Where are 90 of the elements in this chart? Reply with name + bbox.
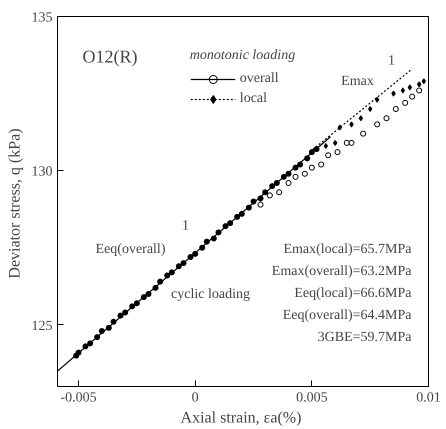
point	[292, 174, 298, 180]
point	[106, 324, 112, 331]
point	[157, 278, 164, 285]
point	[286, 170, 292, 177]
point	[176, 263, 182, 270]
point	[325, 152, 332, 158]
y-tick-label: 125	[32, 318, 52, 334]
point	[292, 164, 298, 171]
point	[216, 229, 222, 236]
point	[258, 195, 264, 202]
annotation: Eeq(local)=66.6MPa	[294, 286, 412, 301]
legend-title: monotonic loading	[190, 48, 296, 64]
point	[87, 340, 94, 346]
x-tick-label: 0	[192, 390, 199, 406]
y-axis-title: Deviator stress, q (kPa)	[6, 128, 24, 279]
annotation: 3GBE=59.7MPa	[318, 330, 412, 345]
point	[276, 189, 282, 196]
point	[118, 312, 124, 319]
annotation: Emax	[341, 74, 374, 89]
point	[286, 180, 292, 186]
point	[199, 244, 206, 251]
point	[110, 318, 116, 325]
point	[94, 334, 100, 340]
point	[349, 121, 354, 128]
point	[129, 303, 136, 310]
y-tick-label: 135	[32, 10, 52, 26]
point	[234, 214, 240, 220]
point	[269, 183, 276, 190]
point	[392, 106, 399, 112]
point	[180, 260, 186, 266]
point	[360, 130, 366, 137]
point	[227, 220, 234, 226]
point	[334, 149, 340, 156]
point	[391, 90, 396, 97]
point	[258, 202, 264, 208]
point	[164, 272, 170, 278]
annotation: 1	[388, 54, 395, 68]
point	[384, 115, 390, 122]
point	[402, 100, 408, 106]
point	[168, 269, 175, 276]
point	[76, 350, 82, 356]
point	[274, 180, 280, 186]
point	[416, 88, 422, 94]
point	[308, 149, 315, 156]
legend-label: local	[240, 91, 268, 107]
point	[348, 140, 354, 146]
point	[409, 94, 416, 100]
annotation: Eeq(overall)=64.4MPa	[282, 308, 412, 323]
point	[314, 146, 320, 152]
annotation: 1	[182, 218, 189, 234]
y-tick-label: 130	[32, 164, 52, 180]
point	[238, 210, 245, 217]
point	[122, 310, 128, 316]
point	[222, 223, 228, 230]
x-axis-title: Axial strain, εa(%)	[180, 410, 302, 426]
point	[246, 204, 252, 211]
x-tick-label: 0.01	[416, 390, 441, 406]
point	[338, 124, 342, 130]
point	[262, 189, 268, 196]
point	[280, 174, 287, 180]
point	[304, 155, 310, 162]
x-tick-label: 0.005	[296, 390, 328, 406]
point	[250, 198, 256, 204]
point	[266, 192, 273, 198]
point	[302, 170, 308, 177]
point	[368, 106, 372, 112]
annotation: Eeq(overall)	[96, 242, 166, 257]
point	[400, 88, 405, 94]
point	[297, 162, 304, 168]
point	[146, 291, 152, 297]
annotation: Emax(overall)=63.2MPa	[272, 264, 412, 279]
legend-label: overall	[240, 71, 279, 87]
x-tick-label: -0.005	[60, 390, 97, 406]
point	[324, 143, 328, 149]
annotation: cyclic loading	[171, 287, 250, 302]
point	[204, 238, 210, 245]
point	[134, 300, 140, 306]
point	[374, 121, 380, 128]
text: O12(R)	[82, 46, 138, 66]
point	[210, 236, 217, 242]
point	[82, 343, 88, 350]
point	[140, 294, 147, 300]
annotation: Emax(local)=65.7MPa	[283, 242, 412, 257]
point	[308, 164, 315, 171]
point	[188, 254, 194, 260]
point	[192, 250, 198, 257]
point	[318, 162, 324, 168]
point	[152, 284, 158, 291]
point	[344, 140, 350, 146]
point	[98, 328, 105, 334]
